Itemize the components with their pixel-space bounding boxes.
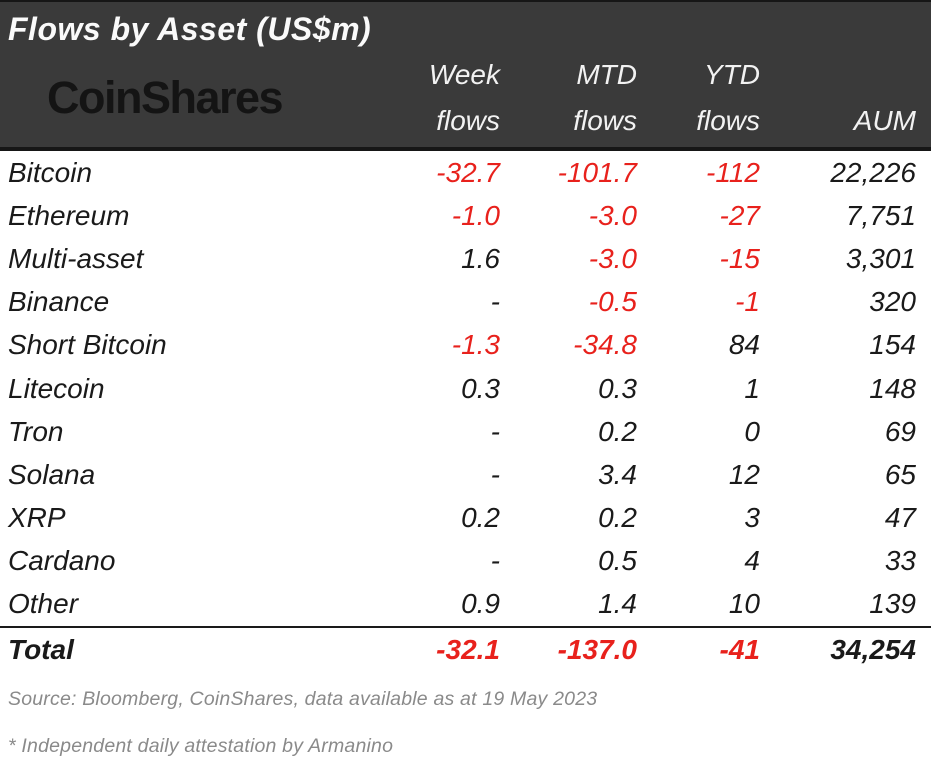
mtd-flows-value: -3.0 — [588, 242, 637, 274]
total-aum-value: 34,254 — [830, 634, 916, 666]
asset-name: Cardano — [8, 545, 116, 577]
week-flows-value: -32.7 — [436, 156, 500, 188]
table-row-total: Total -32.1 -137.0 -41 34,254 — [0, 626, 931, 672]
aum-value: 154 — [869, 329, 916, 361]
mtd-flows-value: 0.3 — [598, 372, 637, 404]
total-week-flows-value: -32.1 — [436, 634, 500, 666]
aum-value: 47 — [884, 502, 916, 534]
total-label: Total — [8, 634, 74, 666]
week-flows-value: 0.9 — [461, 588, 500, 620]
asset-name: Tron — [8, 415, 64, 447]
column-header-aum: AUM — [760, 52, 916, 144]
asset-name: Short Bitcoin — [8, 329, 167, 361]
week-flows-value: - — [490, 545, 500, 577]
column-header-row: CoinShares Week flows MTD flows YTD flow… — [0, 51, 931, 145]
ytd-flows-value: 1 — [744, 372, 760, 404]
page-title: Flows by Asset (US$m) — [8, 11, 372, 47]
table-row-ethereum: Ethereum -1.0 -3.0 -27 7,751 — [0, 194, 931, 237]
ytd-flows-value: -112 — [706, 156, 760, 188]
aum-value: 139 — [869, 588, 916, 620]
table-row-tron: Tron - 0.2 0 69 — [0, 410, 931, 453]
column-header-mtd-flows: MTD flows — [500, 52, 637, 144]
week-flows-value: 0.2 — [461, 502, 500, 534]
mtd-flows-value: -3.0 — [588, 199, 637, 231]
mtd-flows-value: -0.5 — [588, 286, 637, 318]
ytd-flows-value: 4 — [744, 545, 760, 577]
ytd-flows-value: 10 — [728, 588, 760, 620]
aum-value: 7,751 — [845, 199, 916, 231]
week-flows-value: - — [490, 415, 500, 447]
column-header-ytd-line2: flows — [696, 104, 760, 136]
asset-name: XRP — [8, 502, 66, 534]
column-header-ytd-flows: YTD flows — [637, 52, 760, 144]
coinshares-logo: CoinShares — [47, 72, 284, 124]
mtd-flows-value: -34.8 — [573, 329, 637, 361]
asset-name: Ethereum — [8, 199, 130, 231]
asset-name: Multi-asset — [8, 242, 144, 274]
ytd-flows-value: -27 — [719, 199, 760, 231]
week-flows-value: - — [490, 458, 500, 490]
table-row-multi-asset: Multi-asset 1.6 -3.0 -15 3,301 — [0, 237, 931, 280]
table-row-cardano: Cardano - 0.5 4 33 — [0, 540, 931, 583]
ytd-flows-value: 3 — [744, 502, 760, 534]
total-ytd-flows-value: -41 — [719, 634, 760, 666]
table-row-xrp: XRP 0.2 0.2 3 47 — [0, 497, 931, 540]
week-flows-value: -1.3 — [451, 329, 500, 361]
total-mtd-flows-value: -137.0 — [557, 634, 637, 666]
aum-value: 3,301 — [845, 242, 916, 274]
ytd-flows-value: 12 — [728, 458, 760, 490]
header-band: Flows by Asset (US$m) CoinShares Week fl… — [0, 0, 931, 151]
aum-value: 65 — [884, 458, 916, 490]
asset-name: Solana — [8, 458, 96, 490]
table-row-solana: Solana - 3.4 12 65 — [0, 453, 931, 496]
column-header-ytd-line1: YTD — [704, 58, 760, 90]
source-note: Source: Bloomberg, CoinShares, data avai… — [8, 688, 598, 711]
aum-value: 148 — [869, 372, 916, 404]
column-header-aum-line1 — [760, 52, 916, 98]
week-flows-value: - — [490, 286, 500, 318]
aum-value: 33 — [884, 545, 916, 577]
aum-value: 22,226 — [830, 156, 916, 188]
ytd-flows-value: -1 — [735, 286, 760, 318]
ytd-flows-value: -15 — [719, 242, 760, 274]
week-flows-value: -1.0 — [451, 199, 500, 231]
ytd-flows-value: 0 — [744, 415, 760, 447]
table-row-other: Other 0.9 1.4 10 139 — [0, 583, 931, 626]
asset-name: Binance — [8, 286, 110, 318]
aum-value: 69 — [884, 415, 916, 447]
aum-value: 320 — [869, 286, 916, 318]
mtd-flows-value: -101.7 — [557, 156, 637, 188]
column-header-mtd-line1: MTD — [576, 58, 637, 90]
mtd-flows-value: 3.4 — [598, 458, 637, 490]
column-header-week-flows: Week flows — [370, 52, 500, 144]
mtd-flows-value: 0.2 — [598, 415, 637, 447]
column-header-mtd-line2: flows — [573, 104, 637, 136]
asset-flows-table: Bitcoin -32.7 -101.7 -112 22,226 Ethereu… — [0, 151, 931, 672]
column-header-week-line1: Week — [428, 58, 500, 90]
column-header-aum-line2: AUM — [853, 104, 916, 136]
table-row-short-bitcoin: Short Bitcoin -1.3 -34.8 84 154 — [0, 324, 931, 367]
table-row-binance: Binance - -0.5 -1 320 — [0, 281, 931, 324]
asset-name: Litecoin — [8, 372, 105, 404]
column-header-week-line2: flows — [436, 104, 500, 136]
table-row-bitcoin: Bitcoin -32.7 -101.7 -112 22,226 — [0, 151, 931, 194]
asset-name: Bitcoin — [8, 156, 93, 188]
asset-name: Other — [8, 588, 79, 620]
mtd-flows-value: 0.2 — [598, 502, 637, 534]
mtd-flows-value: 1.4 — [598, 588, 637, 620]
table-row-litecoin: Litecoin 0.3 0.3 1 148 — [0, 367, 931, 410]
ytd-flows-value: 84 — [728, 329, 760, 361]
mtd-flows-value: 0.5 — [598, 545, 637, 577]
week-flows-value: 1.6 — [461, 242, 500, 274]
attestation-note: * Independent daily attestation by Arman… — [8, 735, 394, 758]
week-flows-value: 0.3 — [461, 372, 500, 404]
